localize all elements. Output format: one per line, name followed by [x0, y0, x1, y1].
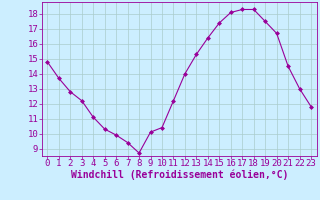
X-axis label: Windchill (Refroidissement éolien,°C): Windchill (Refroidissement éolien,°C) [70, 170, 288, 180]
